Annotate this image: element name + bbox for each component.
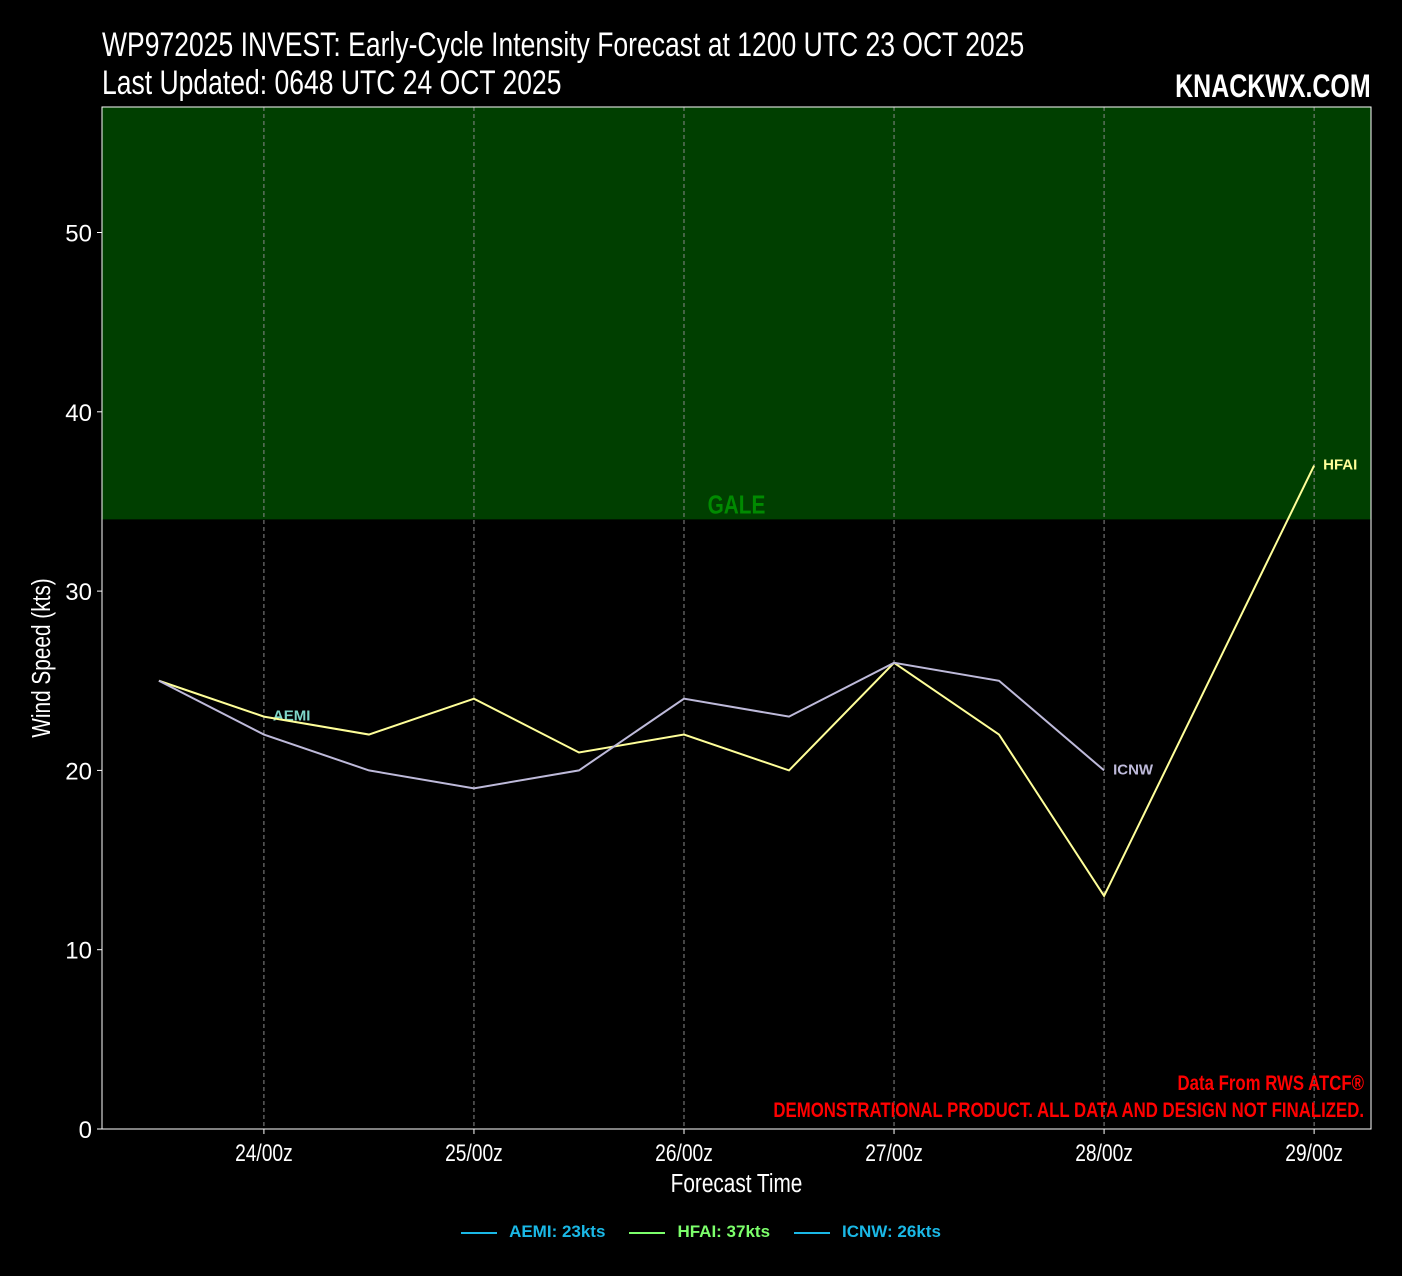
brand-logo: KNACKWX.COM [1120, 68, 1371, 105]
legend-line-icon [794, 1231, 831, 1234]
gale-band [102, 107, 1371, 520]
legend-label: ICNW: 26kts [842, 1222, 941, 1241]
x-tick-label: 27/00z [865, 1139, 923, 1167]
y-tick-label: 0 [79, 1117, 92, 1144]
x-tick-label: 25/00z [445, 1139, 503, 1167]
chart-title-text: WP972025 INVEST: Early-Cycle Intensity F… [102, 26, 1025, 64]
legend-entry: AEMI: 23kts [461, 1222, 605, 1242]
legend-entry: HFAI: 37kts [629, 1222, 770, 1242]
last-updated-text: Last Updated: 0648 UTC 24 OCT 2025 [102, 64, 562, 102]
y-tick-label: 40 [65, 400, 92, 427]
x-tick-label: 24/00z [235, 1139, 293, 1167]
x-axis-label: Forecast Time [671, 1169, 803, 1198]
gale-label: GALE [708, 490, 766, 519]
plot-frame [101, 106, 1372, 1130]
x-tick-label: 29/00z [1285, 1139, 1343, 1167]
y-tick-label: 20 [65, 758, 92, 785]
last-updated: Last Updated: 0648 UTC 24 OCT 2025 [102, 64, 691, 103]
y-tick-label: 30 [65, 579, 92, 606]
legend-line-icon [629, 1231, 666, 1234]
x-tick-label: 28/00z [1075, 1139, 1133, 1167]
legend-line-icon [461, 1231, 498, 1234]
legend-label: HFAI: 37kts [677, 1222, 771, 1241]
series-label-hfai: HFAI [1323, 457, 1357, 474]
y-tick-label: 50 [65, 221, 92, 248]
chart-title: WP972025 INVEST: Early-Cycle Intensity F… [102, 26, 1284, 65]
legend: AEMI: 23kts HFAI: 37kts ICNW: 26kts [0, 1222, 1402, 1242]
annotation-disclaimer: DEMONSTRATIONAL PRODUCT. ALL DATA AND DE… [773, 1099, 1364, 1122]
series-label-icnw: ICNW [1113, 761, 1154, 778]
legend-entry: ICNW: 26kts [794, 1222, 941, 1242]
y-axis-label: Wind Speed (kts) [27, 578, 56, 737]
series-line-icnw [158, 661, 1105, 790]
annotation-source: Data From RWS ATCF® [1178, 1072, 1364, 1095]
legend-label: AEMI: 23kts [509, 1222, 606, 1241]
series-line-hfai [158, 465, 1316, 898]
brand-text: KNACKWX.COM [1175, 68, 1371, 104]
y-tick-label: 10 [65, 938, 92, 965]
x-tick-label: 26/00z [655, 1139, 713, 1167]
